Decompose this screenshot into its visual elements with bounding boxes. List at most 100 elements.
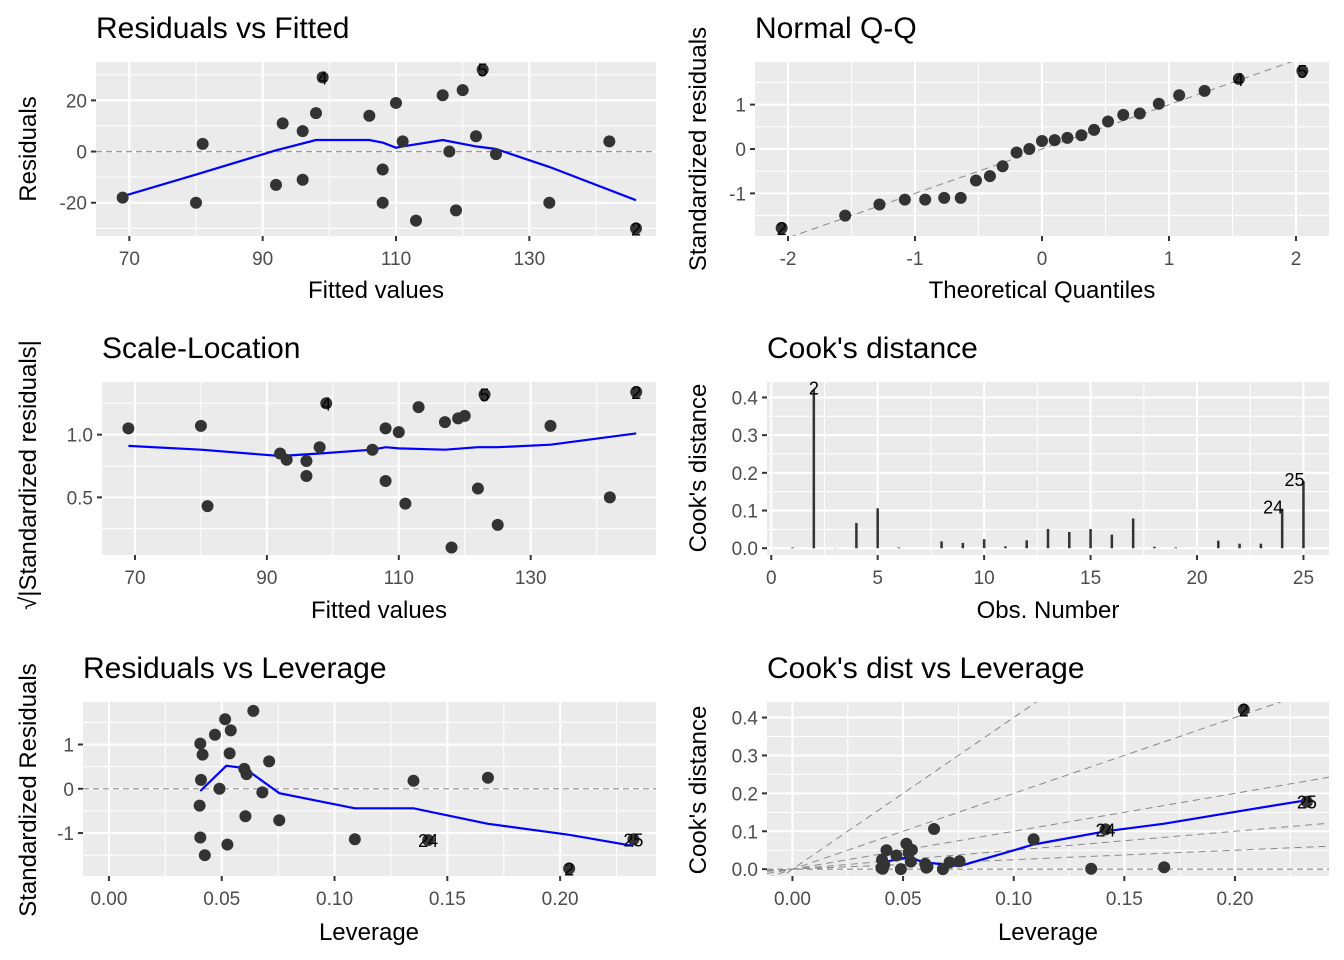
data-point: [1300, 795, 1313, 808]
data-point: [193, 799, 206, 812]
panel-resid-fitted: 70 90 110 130 -20 0 20 Residuals vs Fitted Fitte…: [15, 12, 656, 304]
data-point: [880, 844, 893, 857]
panel-cooks-leverage: 0.00 0.05 0.10 0.15 0.20 0.0 0.1 0.2 0.3 0.4 Cook'…: [685, 652, 1329, 946]
data-point: [450, 204, 462, 217]
y-tick-label: 0: [735, 140, 746, 161]
data-point: [300, 470, 313, 483]
data-point: [1158, 861, 1171, 874]
x-tick-label: 90: [256, 568, 277, 589]
data-point: [954, 191, 967, 204]
data-point: [379, 475, 392, 488]
y-axis-title: Residuals: [15, 96, 42, 201]
data-point: [476, 63, 489, 76]
y-tick-label: 1: [63, 736, 74, 757]
point-label: 2: [631, 383, 641, 403]
data-point: [296, 125, 309, 138]
data-point: [348, 833, 361, 846]
contour-reference-line: [767, 845, 1329, 871]
data-point: [1117, 108, 1130, 121]
data-point: [363, 109, 376, 122]
plot-area: [96, 63, 656, 235]
data-point: [194, 737, 207, 750]
panel-normal-qq: -2 -1 0 1 2 -1 0 1 Normal Q-Q Theoretical Quantil…: [685, 12, 1329, 304]
bar-label: 25: [1284, 470, 1304, 490]
data-point: [630, 386, 643, 399]
y-axis-title: Cook's distance: [685, 706, 712, 875]
data-point: [775, 222, 788, 235]
panel-title: Residuals vs Leverage: [83, 652, 387, 685]
y-tick-label: 0.1: [732, 822, 758, 843]
data-point: [296, 173, 309, 186]
data-point: [316, 71, 329, 84]
data-point: [904, 855, 917, 868]
x-tick-label: 70: [119, 249, 140, 270]
x-tick-label: 110: [384, 568, 414, 589]
contour-reference-line: [770, 702, 1282, 876]
data-point: [1173, 89, 1186, 102]
x-tick-label: 0.00: [90, 889, 127, 910]
data-point: [478, 388, 491, 401]
data-point: [445, 541, 458, 554]
x-tick-label: 5: [872, 568, 883, 589]
data-point: [436, 89, 449, 102]
data-point: [116, 191, 129, 204]
data-point: [969, 174, 982, 187]
smooth-line: [199, 764, 634, 847]
data-point: [273, 814, 286, 827]
data-point: [376, 196, 389, 209]
panel-title: Normal Q-Q: [755, 12, 917, 45]
y-tick-label: 0.3: [732, 426, 758, 447]
data-point: [458, 409, 471, 422]
point-label: 4: [1234, 70, 1244, 90]
data-point: [256, 786, 269, 799]
x-tick-label: 130: [513, 249, 545, 270]
data-point: [422, 834, 435, 847]
y-tick-label: 0.2: [732, 784, 758, 805]
data-point: [481, 771, 494, 784]
data-point: [300, 454, 313, 467]
data-point: [239, 810, 252, 823]
y-axis-title: Cook's distance: [685, 384, 712, 553]
data-point: [1102, 115, 1115, 128]
data-point: [603, 135, 616, 148]
data-point: [276, 117, 289, 130]
data-point: [1099, 823, 1112, 836]
data-point: [194, 831, 207, 844]
point-label: 2: [1239, 701, 1249, 721]
x-tick-label: -1: [907, 249, 924, 270]
data-point: [438, 416, 451, 429]
x-axis-title: Fitted values: [311, 597, 447, 624]
data-point: [544, 419, 557, 432]
data-point: [1085, 862, 1098, 875]
data-point: [270, 178, 282, 191]
y-tick-label: -1: [729, 184, 746, 205]
data-point: [396, 135, 409, 148]
point-label: 5: [478, 61, 488, 81]
point-label: 25: [623, 830, 643, 850]
data-point: [376, 163, 389, 176]
x-tick-label: 0.10: [995, 889, 1032, 910]
data-point: [410, 214, 422, 227]
data-point: [1036, 135, 1048, 148]
data-point: [563, 862, 576, 875]
data-point: [983, 170, 996, 183]
data-point: [366, 443, 379, 456]
x-axis-title: Leverage: [998, 919, 1098, 946]
panel-title: Residuals vs Fitted: [96, 12, 349, 45]
x-axis-title: Leverage: [319, 919, 419, 946]
data-point: [443, 145, 456, 158]
y-tick-label: 0.0: [732, 860, 758, 881]
y-tick-label: 0.5: [67, 488, 93, 509]
x-tick-label: 0.05: [885, 889, 922, 910]
data-point: [920, 861, 933, 874]
x-tick-label: 10: [974, 568, 995, 589]
data-point: [196, 748, 209, 761]
contour-reference-line: [781, 702, 1038, 876]
y-axis-title: √|Standardized residuals|: [15, 340, 42, 610]
plot-area: [767, 702, 1329, 876]
data-point: [407, 774, 420, 787]
contour-reference-line: [767, 822, 1329, 872]
data-point: [905, 843, 918, 856]
data-point: [194, 773, 207, 786]
y-axis-title: Standardized Residuals: [15, 663, 42, 917]
